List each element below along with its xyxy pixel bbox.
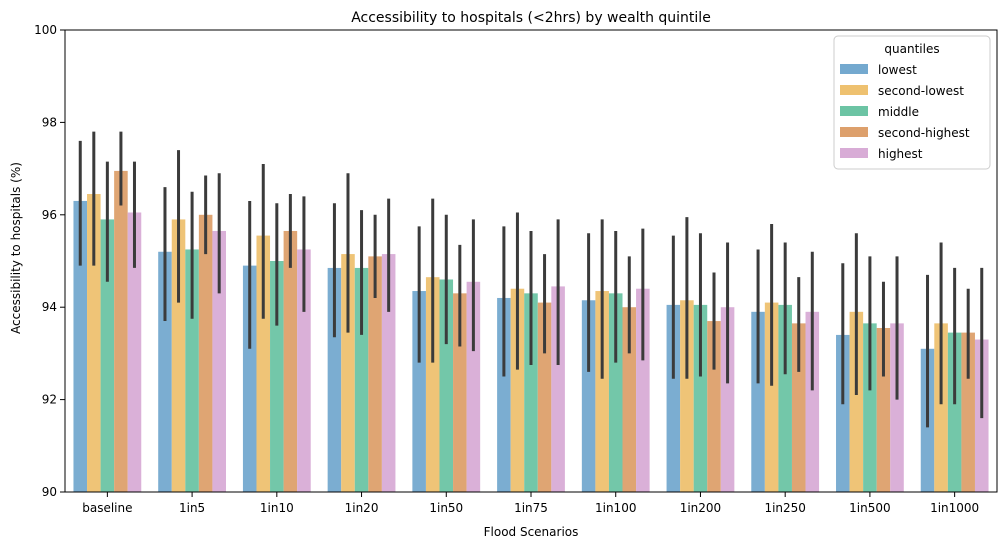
error-bars-group bbox=[78, 131, 984, 428]
bar-second-highest-1in5 bbox=[198, 214, 213, 493]
bar-middle-1in1000 bbox=[947, 332, 962, 492]
legend-swatch-highest bbox=[840, 148, 868, 158]
x-tick-label: 1in50 bbox=[429, 501, 463, 515]
legend-label-second-highest: second-highest bbox=[878, 126, 970, 140]
x-tick-label: 1in500 bbox=[849, 501, 890, 515]
bar-highest-1in75 bbox=[551, 286, 565, 492]
x-tick-label: 1in10 bbox=[260, 501, 294, 515]
legend-title: quantiles bbox=[884, 42, 939, 56]
bar-middle-1in200 bbox=[693, 304, 708, 492]
legend-swatch-middle bbox=[840, 106, 868, 116]
legend-label-highest: highest bbox=[878, 147, 923, 161]
bar-middle-1in100 bbox=[608, 293, 623, 492]
x-axis-label: Flood Scenarios bbox=[484, 525, 579, 539]
bar-middle-baseline bbox=[100, 219, 115, 493]
bar-lowest-1in75 bbox=[497, 297, 511, 492]
bar-lowest-baseline bbox=[73, 200, 88, 492]
bar-middle-1in50 bbox=[439, 279, 454, 492]
bar-lowest-1in500 bbox=[836, 334, 850, 492]
legend: quantiles lowest second-lowest middle second… bbox=[833, 35, 991, 170]
legend-box bbox=[833, 35, 991, 170]
bar-second-highest-1in500 bbox=[876, 327, 891, 492]
bar-highest-1in200 bbox=[720, 307, 735, 492]
bar-second-lowest-1in20 bbox=[341, 254, 355, 492]
bar-second-highest-baseline bbox=[114, 170, 128, 492]
bar-second-highest-1in250 bbox=[791, 323, 806, 492]
x-tick-label: baseline bbox=[82, 501, 132, 515]
bar-highest-1in50 bbox=[466, 281, 481, 492]
bar-second-lowest-1in1000 bbox=[934, 323, 948, 492]
bar-second-lowest-1in100 bbox=[595, 291, 609, 492]
bar-middle-1in5 bbox=[185, 249, 199, 492]
bar-lowest-1in250 bbox=[751, 311, 765, 492]
chart-title: Accessibility to hospitals (<2hrs) by we… bbox=[351, 10, 711, 26]
bar-second-lowest-1in10 bbox=[256, 235, 271, 492]
x-tick-label: 1in1000 bbox=[930, 501, 979, 515]
x-tick-label: 1in20 bbox=[345, 501, 379, 515]
y-tick-label: 98 bbox=[42, 115, 57, 129]
bar-lowest-1in5 bbox=[158, 251, 172, 492]
bar-lowest-1in200 bbox=[666, 304, 681, 492]
bar-lowest-1in50 bbox=[412, 291, 426, 492]
bar-second-lowest-baseline bbox=[87, 194, 101, 492]
bar-highest-1in10 bbox=[297, 249, 311, 492]
bar-second-highest-1in75 bbox=[537, 302, 552, 492]
bar-lowest-1in10 bbox=[242, 265, 257, 492]
bar-middle-1in10 bbox=[270, 261, 284, 492]
bar-lowest-1in20 bbox=[327, 267, 342, 492]
y-tick-label: 96 bbox=[42, 208, 57, 222]
y-tick-label: 92 bbox=[42, 393, 57, 407]
bar-second-highest-1in100 bbox=[622, 307, 637, 492]
x-tick-label: 1in200 bbox=[680, 501, 721, 515]
bar-highest-1in20 bbox=[381, 254, 396, 492]
bar-middle-1in500 bbox=[863, 323, 877, 492]
bar-second-highest-1in10 bbox=[283, 230, 298, 492]
bar-highest-1in100 bbox=[636, 288, 650, 492]
bar-second-highest-1in200 bbox=[707, 321, 721, 492]
bar-lowest-1in100 bbox=[581, 300, 596, 492]
bar-second-lowest-1in250 bbox=[764, 302, 779, 492]
bar-middle-1in20 bbox=[354, 267, 369, 492]
x-tick-label: 1in100 bbox=[595, 501, 636, 515]
bar-highest-baseline bbox=[127, 212, 142, 493]
y-tick-label: 90 bbox=[42, 485, 57, 499]
bar-second-lowest-1in500 bbox=[849, 311, 864, 492]
bars-group bbox=[73, 170, 989, 493]
bar-second-highest-1in1000 bbox=[961, 332, 975, 492]
bar-highest-1in5 bbox=[212, 230, 226, 492]
legend-label-lowest: lowest bbox=[878, 63, 917, 77]
axes-group: 90 92 94 96 98 100 baseline 1in5 1in10 1in20 1in50… bbox=[34, 23, 998, 515]
bar-highest-1in500 bbox=[890, 323, 904, 492]
x-tick-label: 1in75 bbox=[514, 501, 548, 515]
bar-highest-1in250 bbox=[805, 311, 820, 492]
y-tick-label: 100 bbox=[34, 23, 57, 37]
x-tick-label: 1in250 bbox=[764, 501, 805, 515]
legend-label-middle: middle bbox=[878, 105, 919, 119]
legend-swatch-second-highest bbox=[840, 127, 868, 137]
y-axis-label: Accessibility to hospitals (%) bbox=[9, 162, 23, 334]
bar-middle-1in75 bbox=[524, 293, 538, 492]
bar-second-lowest-1in50 bbox=[425, 277, 440, 492]
y-tick-label: 94 bbox=[42, 300, 57, 314]
x-tick-label: 1in5 bbox=[179, 501, 205, 515]
legend-swatch-lowest bbox=[840, 64, 868, 74]
bar-second-lowest-1in75 bbox=[510, 288, 525, 492]
bar-second-lowest-1in5 bbox=[171, 219, 186, 493]
legend-label-second-lowest: second-lowest bbox=[878, 84, 964, 98]
legend-swatch-second-lowest bbox=[840, 85, 868, 95]
bar-second-lowest-1in200 bbox=[680, 300, 694, 492]
bar-second-highest-1in50 bbox=[453, 293, 467, 492]
bar-second-highest-1in20 bbox=[368, 256, 382, 492]
bar-middle-1in250 bbox=[778, 304, 792, 492]
